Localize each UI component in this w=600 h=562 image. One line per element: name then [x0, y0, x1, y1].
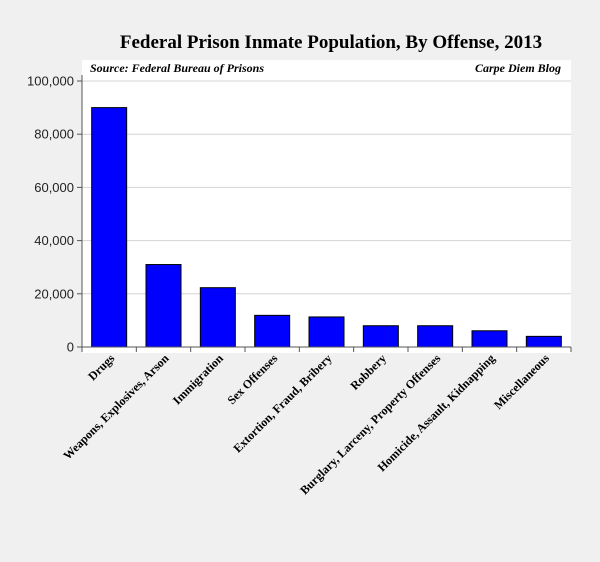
y-tick-label: 40,000: [34, 233, 74, 248]
x-tick-label: Sex Offenses: [224, 351, 280, 407]
x-tick-label: Weapons, Explosives, Arson: [60, 351, 172, 463]
x-tick-label: Robbery: [347, 351, 388, 392]
bar: [91, 107, 128, 348]
x-tick-label: Homicide, Assault, Kidnapping: [375, 351, 498, 474]
bar: [525, 335, 562, 348]
bar: [199, 287, 236, 348]
axes: [77, 75, 572, 352]
bar: [471, 330, 508, 348]
x-tick-label: Miscellaneous: [491, 351, 552, 412]
y-tick-label: 60,000: [34, 180, 74, 195]
bar: [145, 264, 182, 348]
bar: [362, 325, 399, 348]
bar: [254, 314, 291, 348]
y-axis-ticks: 0 20,000 40,000 60,000 80,000 100,000: [27, 74, 74, 355]
y-tick-label: 80,000: [34, 127, 74, 142]
y-tick-label: 100,000: [27, 74, 74, 89]
bar: [417, 325, 454, 348]
bars: [91, 107, 562, 348]
y-tick-label: 0: [67, 340, 74, 355]
chart-source: Source: Federal Bureau of Prisons: [90, 61, 264, 75]
x-tick-label: Extortion, Fraud, Bribery: [230, 351, 334, 455]
x-tick-label: Drugs: [85, 351, 117, 383]
bar: [308, 316, 345, 348]
y-tick-label: 20,000: [34, 286, 74, 301]
x-tick-label: Immigration: [170, 351, 226, 407]
chart-credit: Carpe Diem Blog: [475, 61, 561, 75]
chart-title: Federal Prison Inmate Population, By Off…: [120, 32, 542, 53]
